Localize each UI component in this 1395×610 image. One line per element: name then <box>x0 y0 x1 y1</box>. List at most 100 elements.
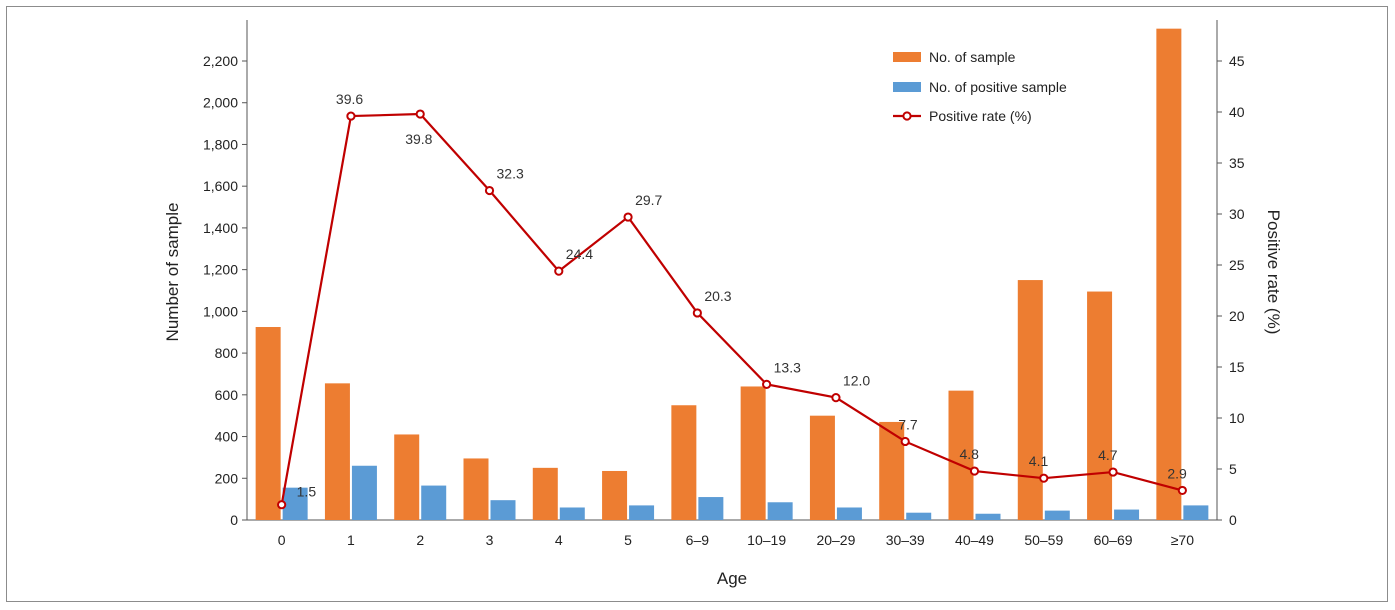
bar-no-of-sample <box>602 470 628 520</box>
bar-no-of-sample <box>1087 291 1113 520</box>
bar-no-of-sample <box>948 390 974 520</box>
x-tick-label: 10–19 <box>747 532 786 548</box>
legend-marker-positive-rate <box>902 111 912 121</box>
bar-no-of-sample <box>255 327 281 520</box>
left-tick-label: 400 <box>215 429 239 445</box>
x-tick-label: 4 <box>555 532 563 548</box>
positive-rate-data-label: 13.3 <box>774 359 801 375</box>
x-tick-label: 2 <box>416 532 424 548</box>
left-tick-label: 1,600 <box>203 178 238 194</box>
positive-rate-point <box>346 111 356 121</box>
right-tick-label: 15 <box>1229 359 1245 375</box>
right-tick-label: 5 <box>1229 461 1237 477</box>
bar-no-of-positive-sample <box>421 485 447 520</box>
left-tick-label: 2,200 <box>203 53 238 69</box>
positive-rate-data-label: 24.4 <box>566 246 593 262</box>
left-tick-label: 1,200 <box>203 262 238 278</box>
legend-swatch-no-of-positive-sample <box>893 82 921 92</box>
bar-no-of-positive-sample <box>1114 509 1140 520</box>
left-tick-label: 1,400 <box>203 220 238 236</box>
bar-no-of-sample <box>809 415 835 520</box>
x-tick-label: 5 <box>624 532 632 548</box>
legend-label: No. of sample <box>929 49 1016 65</box>
left-tick-label: 0 <box>230 512 238 528</box>
bar-no-of-positive-sample <box>1044 510 1070 520</box>
bar-no-of-positive-sample <box>629 505 655 520</box>
positive-rate-data-label: 29.7 <box>635 192 662 208</box>
positive-rate-data-label: 39.6 <box>336 91 363 107</box>
x-tick-label: ≥70 <box>1171 532 1194 548</box>
bar-no-of-positive-sample <box>906 512 932 520</box>
positive-rate-point <box>692 308 702 318</box>
bar-no-of-positive-sample <box>698 497 724 520</box>
right-tick-label: 0 <box>1229 512 1237 528</box>
positive-rate-data-label: 39.8 <box>405 131 432 147</box>
positive-rate-data-label: 20.3 <box>704 288 731 304</box>
x-tick-label: 20–29 <box>816 532 855 548</box>
bar-no-of-positive-sample <box>351 465 377 520</box>
positive-rate-point <box>1039 473 1049 483</box>
left-tick-label: 800 <box>215 345 239 361</box>
x-tick-label: 6–9 <box>686 532 710 548</box>
positive-rate-point <box>415 109 425 119</box>
bar-no-of-positive-sample <box>282 487 308 520</box>
positive-rate-line <box>280 112 1183 505</box>
bar-no-of-sample <box>879 421 905 520</box>
positive-rate-point <box>969 466 980 476</box>
bar-no-of-positive-sample <box>490 500 516 520</box>
x-axis-title: Age <box>717 569 747 588</box>
positive-rate-data-label: 4.8 <box>960 446 980 462</box>
right-tick-label: 10 <box>1229 410 1245 426</box>
x-tick-label: 30–39 <box>886 532 925 548</box>
left-tick-label: 1,800 <box>203 136 238 152</box>
y-axis-title: Number of sample <box>163 203 182 342</box>
bar-no-of-sample <box>671 405 697 520</box>
positive-rate-point <box>484 185 495 196</box>
x-tick-label: 3 <box>486 532 494 548</box>
left-tick-label: 200 <box>215 470 239 486</box>
bar-no-of-sample <box>740 386 766 520</box>
positive-rate-point <box>831 393 841 403</box>
bar-no-of-sample <box>1156 28 1182 520</box>
right-tick-label: 25 <box>1229 257 1245 273</box>
right-tick-label: 45 <box>1229 53 1245 69</box>
positive-rate-data-label: 2.9 <box>1167 465 1187 481</box>
bar-no-of-positive-sample <box>975 513 1001 520</box>
bar-no-of-positive-sample <box>767 502 793 520</box>
right-tick-label: 30 <box>1229 206 1245 222</box>
positive-rate-data-label: 7.7 <box>898 416 918 432</box>
bar-no-of-positive-sample <box>836 507 862 520</box>
legend-label: Positive rate (%) <box>929 108 1032 124</box>
positive-rate-point <box>623 212 633 222</box>
bar-no-of-positive-sample <box>1183 505 1209 520</box>
positive-rate-data-label: 32.3 <box>497 166 524 182</box>
y2-axis-title: Positive rate (%) <box>1264 210 1283 335</box>
legend-swatch-no-of-sample <box>893 52 921 62</box>
left-tick-label: 1,000 <box>203 303 238 319</box>
positive-rate-point <box>554 266 564 276</box>
x-tick-label: 1 <box>347 532 355 548</box>
bar-no-of-sample <box>463 458 489 520</box>
left-tick-label: 2,000 <box>203 95 238 111</box>
positive-rate-data-label: 1.5 <box>297 484 317 500</box>
positive-rate-point <box>762 379 772 389</box>
bar-no-of-positive-sample <box>559 507 585 520</box>
right-tick-label: 35 <box>1229 155 1245 171</box>
bar-no-of-sample <box>1017 280 1043 520</box>
positive-rate-data-label: 12.0 <box>843 373 870 389</box>
positive-rate-point <box>900 436 910 447</box>
legend-label: No. of positive sample <box>929 79 1067 95</box>
positive-rate-point <box>1108 467 1118 477</box>
x-tick-label: 40–49 <box>955 532 994 548</box>
positive-rate-point <box>277 500 287 510</box>
right-tick-label: 20 <box>1229 308 1245 324</box>
x-tick-label: 0 <box>278 532 286 548</box>
x-tick-label: 50–59 <box>1024 532 1063 548</box>
right-tick-label: 40 <box>1229 104 1245 120</box>
positive-rate-data-label: 4.7 <box>1098 447 1118 463</box>
bar-no-of-sample <box>324 383 350 520</box>
positive-rate-data-label: 4.1 <box>1029 453 1049 469</box>
left-tick-label: 600 <box>215 387 239 403</box>
positive-rate-point <box>1177 485 1187 496</box>
